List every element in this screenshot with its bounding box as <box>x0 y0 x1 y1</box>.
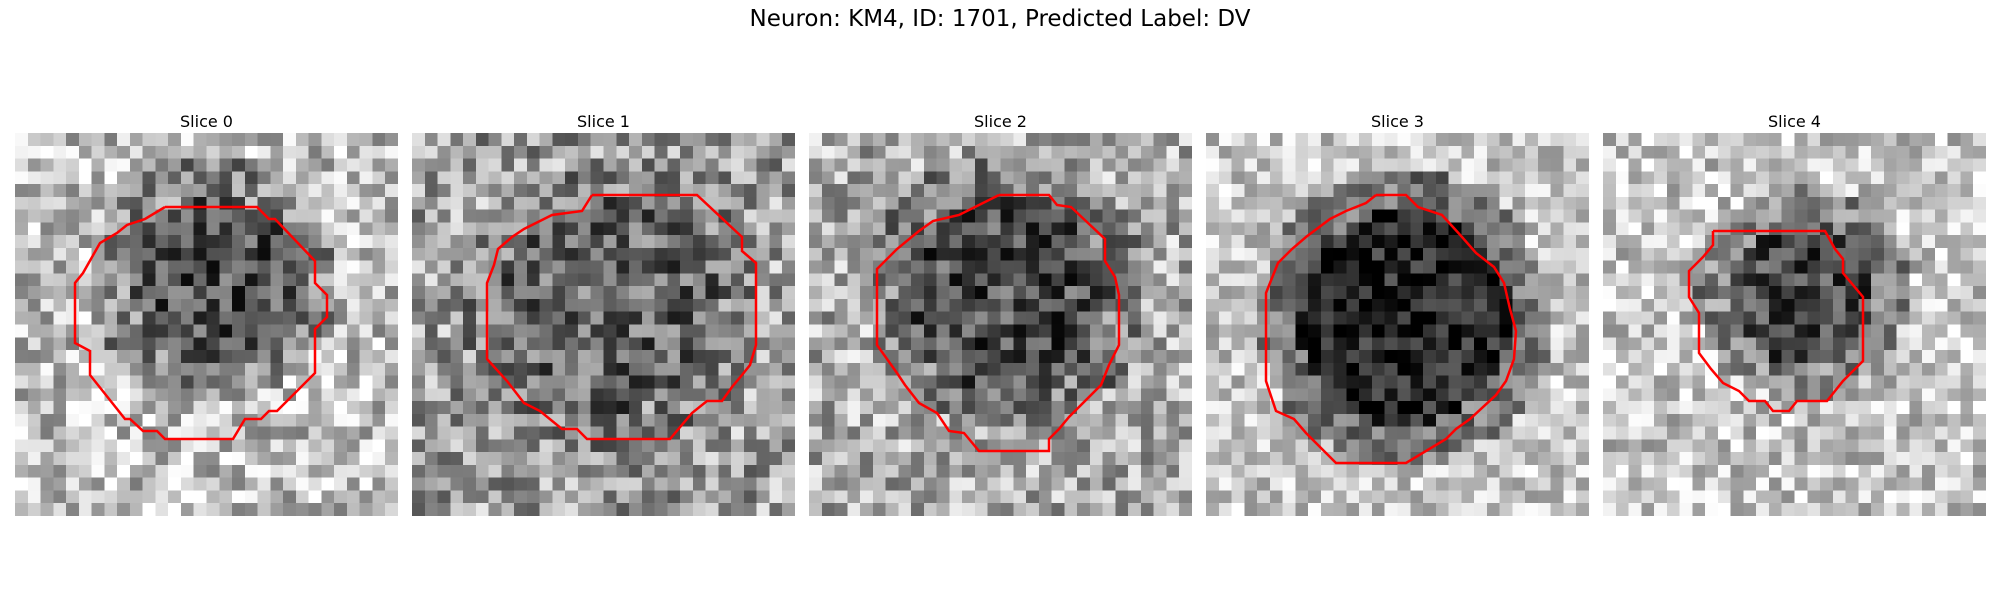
slice-panel-0: Slice 0 <box>15 110 398 516</box>
slice-panel-4: Slice 4 <box>1603 110 1986 516</box>
slice-image <box>412 133 795 516</box>
slice-title: Slice 3 <box>1371 112 1424 131</box>
slice-panel-3: Slice 3 <box>1206 110 1589 516</box>
segmentation-outline <box>1687 229 1865 413</box>
segmentation-outline <box>485 193 758 441</box>
slice-title: Slice 1 <box>577 112 630 131</box>
slice-panel-1: Slice 1 <box>412 110 795 516</box>
slice-title: Slice 2 <box>974 112 1027 131</box>
slice-image <box>1206 133 1589 516</box>
slice-title: Slice 4 <box>1768 112 1821 131</box>
segmentation-outline <box>875 193 1121 453</box>
segmentation-outline <box>1264 193 1518 465</box>
slice-title: Slice 0 <box>180 112 233 131</box>
slice-image <box>15 133 398 516</box>
slice-image <box>1603 133 1986 516</box>
segmentation-outline <box>73 205 329 441</box>
figure-title: Neuron: KM4, ID: 1701, Predicted Label: … <box>749 6 1251 32</box>
slice-panel-2: Slice 2 <box>809 110 1192 516</box>
